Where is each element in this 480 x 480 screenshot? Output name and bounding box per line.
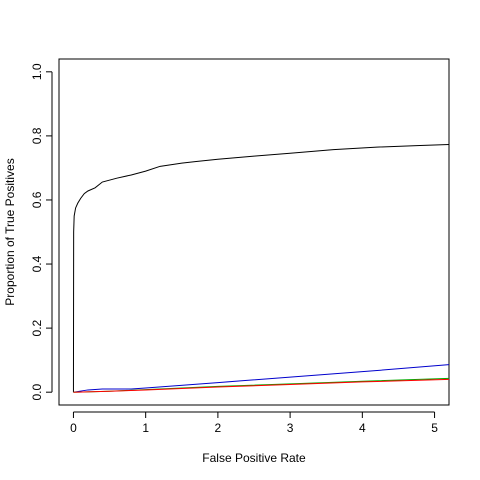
y-tick-label: 0.6 [30, 191, 44, 208]
y-axis: 0.0 0.2 0.4 0.6 0.8 1.0 [30, 63, 53, 401]
series-line-1 [72, 144, 450, 393]
x-tick-label: 5 [431, 421, 438, 435]
plot-frame [58, 58, 450, 406]
x-tick-label: 3 [287, 421, 294, 435]
y-tick-label: 0.0 [30, 384, 44, 401]
y-tick-label: 0.2 [30, 319, 44, 336]
x-axis-title: False Positive Rate [202, 451, 306, 465]
x-tick-label: 4 [359, 421, 366, 435]
x-tick-label: 1 [142, 421, 149, 435]
x-tick-label: 2 [215, 421, 222, 435]
y-tick-label: 0.8 [30, 127, 44, 144]
x-tick-label: 0 [70, 421, 77, 435]
y-axis-title: Proportion of True Positives [3, 158, 17, 305]
x-axis: 0 1 2 3 4 5 [70, 411, 438, 435]
series-layer [72, 144, 450, 393]
series-line-4 [73, 378, 450, 393]
y-tick-label: 0.4 [30, 255, 44, 272]
y-tick-label: 1.0 [30, 63, 44, 80]
series-line-2 [73, 364, 450, 393]
